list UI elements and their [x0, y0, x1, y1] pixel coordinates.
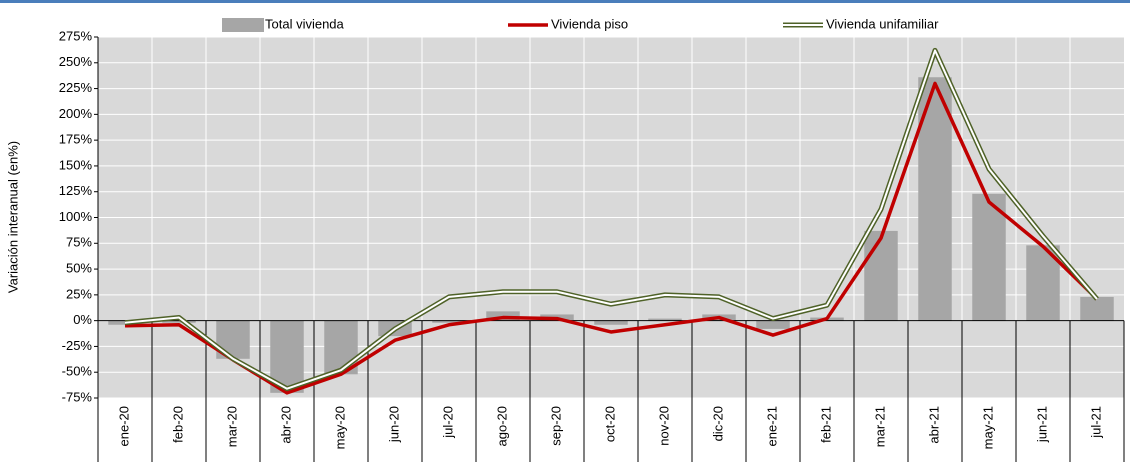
x-tick-label: mar-21: [872, 406, 887, 447]
line: [124, 81, 1099, 395]
bar: [594, 320, 628, 325]
legend-label: Vivienda piso: [551, 16, 628, 31]
x-tick-label: ene-20: [116, 406, 131, 446]
y-tick-label: 75%: [66, 235, 92, 250]
y-tick-label: 25%: [66, 286, 92, 301]
y-tick-label: -50%: [62, 364, 93, 379]
y-tick-label: 250%: [59, 54, 93, 69]
bar: [1080, 296, 1114, 321]
x-tick-label: oct-20: [602, 406, 617, 442]
x-tick-label: may-21: [980, 406, 995, 449]
x-tick-label: jul-20: [440, 406, 455, 439]
x-tick-label: feb-20: [170, 406, 185, 443]
y-tick-label: 50%: [66, 261, 92, 276]
y-tick-label: 275%: [59, 28, 93, 43]
y-tick-label: 175%: [59, 132, 93, 147]
bar: [756, 320, 790, 329]
y-tick-label: 200%: [59, 106, 93, 121]
y-tick-label: 0%: [73, 312, 92, 327]
x-tick-label: mar-20: [224, 406, 239, 447]
y-tick-label: -25%: [62, 338, 93, 353]
y-tick-label: -75%: [62, 389, 93, 404]
bar: [648, 318, 682, 321]
x-tick-label: abr-20: [278, 406, 293, 444]
x-tick-label: nov-20: [656, 406, 671, 446]
x-tick-label: sep-20: [548, 406, 563, 446]
line-inner: [124, 49, 1098, 390]
x-tick-label: jul-21: [1088, 406, 1103, 439]
x-tick-label: abr-21: [926, 406, 941, 444]
top-border: [0, 0, 1130, 3]
x-tick-label: jun-21: [1034, 406, 1049, 443]
legend-label: Vivienda unifamiliar: [826, 16, 939, 31]
legend-swatch: [222, 18, 264, 32]
x-tick-label: dic-20: [710, 406, 725, 441]
bar: [432, 320, 466, 323]
y-tick-label: 100%: [59, 209, 93, 224]
y-axis-label: Variación interanual (en%): [5, 141, 20, 293]
y-tick-label: 125%: [59, 183, 93, 198]
bar: [162, 320, 196, 323]
x-tick-label: jun-20: [386, 406, 401, 443]
x-tick-label: ago-20: [494, 406, 509, 446]
x-tick-label: ene-21: [764, 406, 779, 446]
bar: [972, 193, 1006, 321]
x-tick-label: may-20: [332, 406, 347, 449]
y-tick-label: 150%: [59, 157, 93, 172]
y-tick-label: 225%: [59, 80, 93, 95]
legend-label: Total vivienda: [265, 16, 345, 31]
bar: [864, 230, 898, 321]
x-tick-label: feb-21: [818, 406, 833, 443]
